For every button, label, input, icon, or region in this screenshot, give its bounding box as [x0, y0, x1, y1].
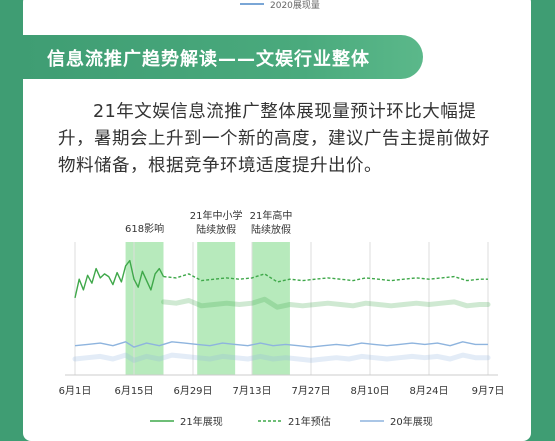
x-tick-label-8: 9月7日 — [472, 385, 505, 397]
highlight-label-1: 618影响 — [125, 222, 164, 235]
x-tick-label-6: 8月10日 — [350, 385, 389, 397]
summary-paragraph: 21年文娱信息流推广整体展现量预计环比大幅提升，暑期会上升到一个新的高度，建议广… — [58, 102, 490, 176]
highlight-label-3-line1: 21年高中 — [250, 209, 293, 222]
series-shadow-3 — [72, 352, 491, 363]
highlight-band-2 — [197, 242, 236, 375]
highlight-label-2-line1: 21年中小学 — [190, 209, 243, 222]
highlight-label-3-line2: 陆续放假 — [251, 223, 291, 236]
legend-label-1: 21年展现 — [180, 415, 223, 428]
x-tick-label-7: 8月24日 — [409, 385, 448, 397]
series-line-2 — [163, 273, 488, 283]
x-tick-label-4: 7月13日 — [232, 385, 271, 397]
banner-title: 信息流推广趋势解读——文娱行业整体 — [47, 49, 370, 70]
top-legend-2020: 2020展现量 — [240, 0, 360, 11]
highlight-band-3 — [252, 242, 290, 375]
x-tick-label-1: 6月1日 — [59, 385, 92, 397]
highlight-label-2-line2: 陆续放假 — [196, 223, 236, 236]
x-tick-label-3: 6月29日 — [173, 385, 212, 397]
highlight-band-1 — [125, 242, 164, 375]
legend-swatch-2020 — [240, 3, 264, 5]
section-banner: 信息流推广趋势解读——文娱行业整体 — [23, 35, 423, 79]
series-shadow-2 — [161, 296, 491, 310]
legend-label-3: 20年展现 — [390, 415, 433, 428]
x-tick-label-5: 7月27日 — [291, 385, 330, 397]
series-line-3 — [74, 341, 488, 348]
series-line-1 — [74, 259, 165, 299]
x-tick-label-2: 6月15日 — [114, 385, 153, 397]
legend-label-2: 21年预估 — [288, 415, 331, 428]
legend-label-2020: 2020展现量 — [270, 1, 320, 11]
